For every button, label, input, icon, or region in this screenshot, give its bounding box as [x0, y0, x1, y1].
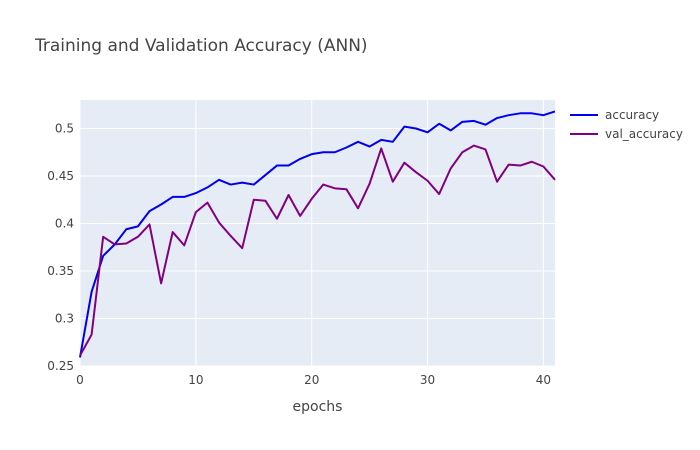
y-tick-label: 0.3: [55, 312, 74, 326]
y-tick-label: 0.5: [55, 122, 74, 136]
x-axis-ticks: 0 10 20 30 40: [76, 373, 551, 387]
legend-label: accuracy: [605, 108, 659, 122]
x-tick-label: 30: [420, 373, 435, 387]
x-axis-title: epochs: [293, 399, 343, 415]
legend[interactable]: accuracy val_accuracy: [570, 108, 683, 141]
x-tick-label: 20: [304, 373, 319, 387]
legend-item-val-accuracy[interactable]: val_accuracy: [570, 127, 683, 141]
y-tick-label: 0.45: [47, 169, 74, 183]
chart-title: Training and Validation Accuracy (ANN): [34, 36, 368, 56]
series-line-accuracy: [79, 110, 556, 358]
plot-area: [80, 100, 555, 366]
x-tick-label: 40: [536, 373, 551, 387]
y-axis-ticks: 0.25 0.3 0.35 0.4 0.45 0.5: [47, 122, 74, 374]
legend-item-accuracy[interactable]: accuracy: [570, 108, 659, 122]
legend-label: val_accuracy: [605, 127, 683, 141]
series-line-val-accuracy: [79, 144, 556, 357]
series-lines: [79, 110, 556, 358]
x-tick-label: 0: [76, 373, 84, 387]
y-tick-label: 0.35: [47, 264, 74, 278]
x-tick-label: 10: [188, 373, 203, 387]
y-tick-label: 0.4: [55, 217, 74, 231]
y-tick-label: 0.25: [47, 359, 74, 373]
